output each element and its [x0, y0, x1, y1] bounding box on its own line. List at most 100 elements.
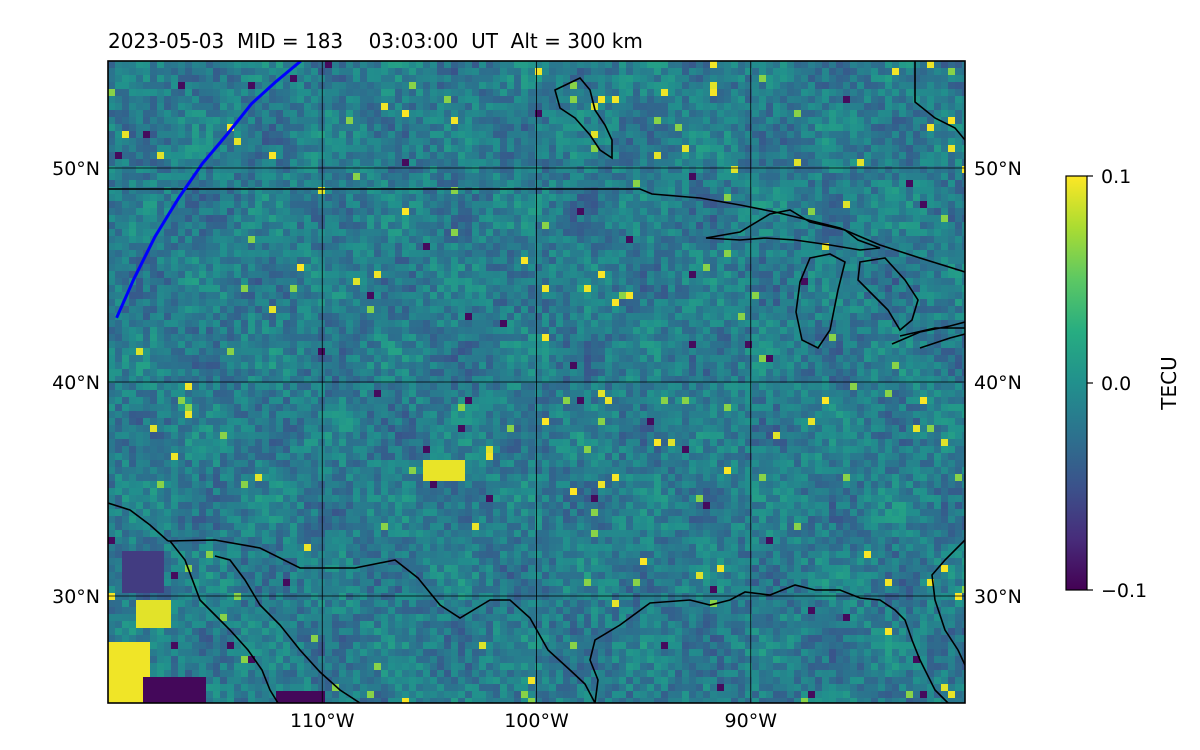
heatmap-cell	[136, 61, 143, 68]
heatmap-cell	[850, 166, 857, 173]
heatmap-cell	[374, 194, 381, 201]
heatmap-cell	[171, 61, 178, 68]
heatmap-cell	[913, 208, 920, 215]
heatmap-cell	[304, 299, 311, 306]
heatmap-cell	[899, 299, 906, 306]
heatmap-cell	[857, 117, 864, 124]
heatmap-cell	[164, 327, 171, 334]
heatmap-cell	[535, 82, 542, 89]
heatmap-cell	[661, 117, 668, 124]
heatmap-cell	[192, 103, 199, 110]
heatmap-cell	[864, 166, 871, 173]
heatmap-cell	[920, 292, 927, 299]
heatmap-cell	[815, 187, 822, 194]
heatmap-cell	[619, 180, 626, 187]
heatmap-cell	[528, 82, 535, 89]
heatmap-cell	[738, 131, 745, 138]
heatmap-cell	[297, 124, 304, 131]
heatmap-cell	[122, 320, 129, 327]
heatmap-cell	[262, 110, 269, 117]
heatmap-cell	[738, 159, 745, 166]
heatmap-cell	[297, 250, 304, 257]
heatmap-cell	[759, 285, 766, 292]
heatmap-cell	[388, 131, 395, 138]
heatmap-cell	[612, 222, 619, 229]
heatmap-cell	[339, 313, 346, 320]
heatmap-cell	[339, 159, 346, 166]
heatmap-cell	[948, 236, 955, 243]
heatmap-cell	[129, 201, 136, 208]
heatmap-cell	[773, 159, 780, 166]
heatmap-cell	[773, 180, 780, 187]
heatmap-cell	[108, 166, 115, 173]
heatmap-cell	[507, 341, 514, 348]
heatmap-cell	[633, 173, 640, 180]
heatmap-cell	[388, 166, 395, 173]
heatmap-cell	[633, 96, 640, 103]
heatmap-cell	[738, 222, 745, 229]
heatmap-cell	[472, 194, 479, 201]
heatmap-cell	[878, 131, 885, 138]
heatmap-cell	[430, 257, 437, 264]
heatmap-cell	[325, 250, 332, 257]
heatmap-cell	[325, 215, 332, 222]
heatmap-cell	[297, 117, 304, 124]
heatmap-cell	[143, 208, 150, 215]
heatmap-cell	[773, 299, 780, 306]
heatmap-cell	[143, 313, 150, 320]
heatmap-cell	[829, 173, 836, 180]
heatmap-cell	[927, 166, 934, 173]
heatmap-cell	[801, 103, 808, 110]
heatmap-cell	[913, 124, 920, 131]
heatmap-cell	[164, 103, 171, 110]
heatmap-cell	[878, 173, 885, 180]
heatmap-cell	[556, 89, 563, 96]
heatmap-cell	[619, 341, 626, 348]
heatmap-cell	[136, 173, 143, 180]
heatmap-cell	[864, 61, 871, 68]
heatmap-cell	[395, 285, 402, 292]
heatmap-cell	[549, 138, 556, 145]
heatmap-cell	[185, 278, 192, 285]
heatmap-cell	[773, 320, 780, 327]
heatmap-cell	[766, 285, 773, 292]
heatmap-cell	[374, 75, 381, 82]
heatmap-cell	[703, 89, 710, 96]
heatmap-cell	[850, 299, 857, 306]
heatmap-cell	[913, 96, 920, 103]
heatmap-cell	[367, 138, 374, 145]
heatmap-cell	[493, 341, 500, 348]
heatmap-cell	[332, 250, 339, 257]
heatmap-cell	[164, 68, 171, 75]
heatmap-cell	[311, 222, 318, 229]
heatmap-cell	[500, 159, 507, 166]
heatmap-cell	[178, 222, 185, 229]
heatmap-cell	[955, 103, 962, 110]
heatmap-cell	[290, 278, 297, 285]
heatmap-cell	[801, 124, 808, 131]
heatmap-cell	[934, 292, 941, 299]
heatmap-cell	[276, 103, 283, 110]
heatmap-cell	[171, 187, 178, 194]
heatmap-cell	[591, 75, 598, 82]
heatmap-cell	[948, 285, 955, 292]
heatmap-cell	[899, 264, 906, 271]
heatmap-cell	[248, 201, 255, 208]
heatmap-cell	[885, 257, 892, 264]
heatmap-cell	[682, 180, 689, 187]
heatmap-cell	[206, 180, 213, 187]
heatmap-cell	[339, 229, 346, 236]
heatmap-cell	[759, 264, 766, 271]
heatmap-cell	[213, 89, 220, 96]
heatmap-cell	[913, 145, 920, 152]
heatmap-cell	[136, 313, 143, 320]
heatmap-cell	[661, 215, 668, 222]
heatmap-cell	[633, 159, 640, 166]
heatmap-cell	[234, 320, 241, 327]
heatmap-cell	[290, 159, 297, 166]
heatmap-cell	[255, 299, 262, 306]
heatmap-cell	[535, 285, 542, 292]
heatmap-cell	[430, 201, 437, 208]
heatmap-cell	[808, 208, 815, 215]
heatmap-cell	[878, 257, 885, 264]
